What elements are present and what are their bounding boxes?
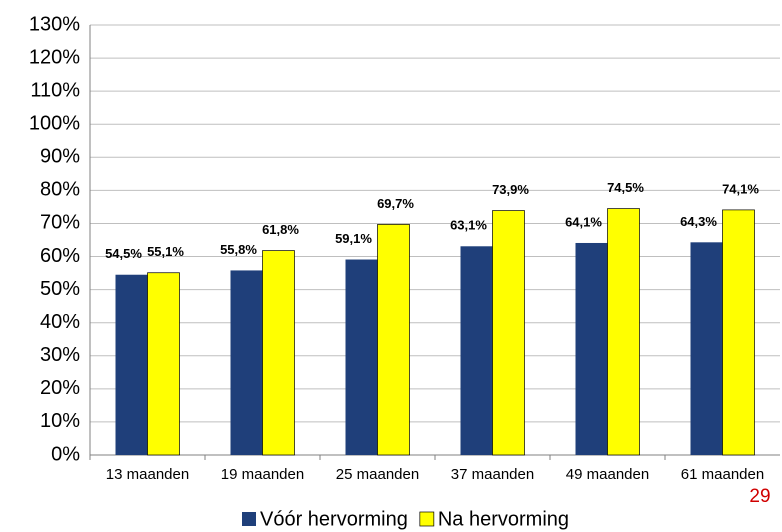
bar xyxy=(723,210,755,455)
y-tick-label: 50% xyxy=(40,278,80,300)
y-tick-label: 110% xyxy=(30,79,80,101)
value-label: 69,7% xyxy=(377,196,414,211)
bar xyxy=(116,275,148,455)
legend-label: Vóór hervorming xyxy=(260,508,408,530)
value-label: 63,1% xyxy=(450,218,487,233)
x-tick-label: 61 maanden xyxy=(681,466,764,483)
value-label: 73,9% xyxy=(492,182,529,197)
bar xyxy=(148,273,180,455)
y-tick-label: 60% xyxy=(40,245,80,267)
bar xyxy=(346,260,378,455)
value-label: 55,1% xyxy=(147,244,184,259)
y-tick-label: 20% xyxy=(40,377,80,399)
value-label: 64,1% xyxy=(565,214,602,229)
bar xyxy=(461,246,493,455)
bar xyxy=(691,242,723,455)
legend-swatch xyxy=(420,512,434,526)
legend-swatch xyxy=(242,512,256,526)
value-label: 59,1% xyxy=(335,231,372,246)
x-tick-label: 49 maanden xyxy=(566,466,649,483)
value-label: 64,3% xyxy=(680,214,717,229)
chart: 29 0% 10% 20% 30% 40% 50% 60% 70% 80% 90% 100% 110%… xyxy=(0,0,782,532)
y-tick-label: 90% xyxy=(40,146,80,168)
y-tick-label: 100% xyxy=(29,113,80,135)
y-tick-label: 30% xyxy=(40,344,80,366)
y-tick-label: 130% xyxy=(29,13,80,35)
bar xyxy=(263,251,295,455)
value-label: 74,5% xyxy=(607,180,644,195)
x-tick-label: 19 maanden xyxy=(221,466,304,483)
y-tick-label: 0% xyxy=(51,443,80,465)
bar xyxy=(608,209,640,455)
y-tick-label: 10% xyxy=(40,410,80,432)
value-label: 61,8% xyxy=(262,222,299,237)
bar xyxy=(378,224,410,455)
y-tick-label: 120% xyxy=(29,46,80,68)
value-label: 54,5% xyxy=(105,246,142,261)
bar xyxy=(493,211,525,455)
y-tick-label: 70% xyxy=(40,212,80,234)
bar xyxy=(231,270,263,455)
value-label: 55,8% xyxy=(220,242,257,257)
value-label: 74,1% xyxy=(722,181,759,196)
x-tick-label: 25 maanden xyxy=(336,466,419,483)
legend-label: Na hervorming xyxy=(438,508,569,530)
y-tick-label: 80% xyxy=(40,179,80,201)
bar xyxy=(576,243,608,455)
x-tick-label: 37 maanden xyxy=(451,466,534,483)
x-tick-label: 13 maanden xyxy=(106,466,189,483)
page-number: 29 xyxy=(749,486,770,507)
y-tick-label: 40% xyxy=(40,311,80,333)
